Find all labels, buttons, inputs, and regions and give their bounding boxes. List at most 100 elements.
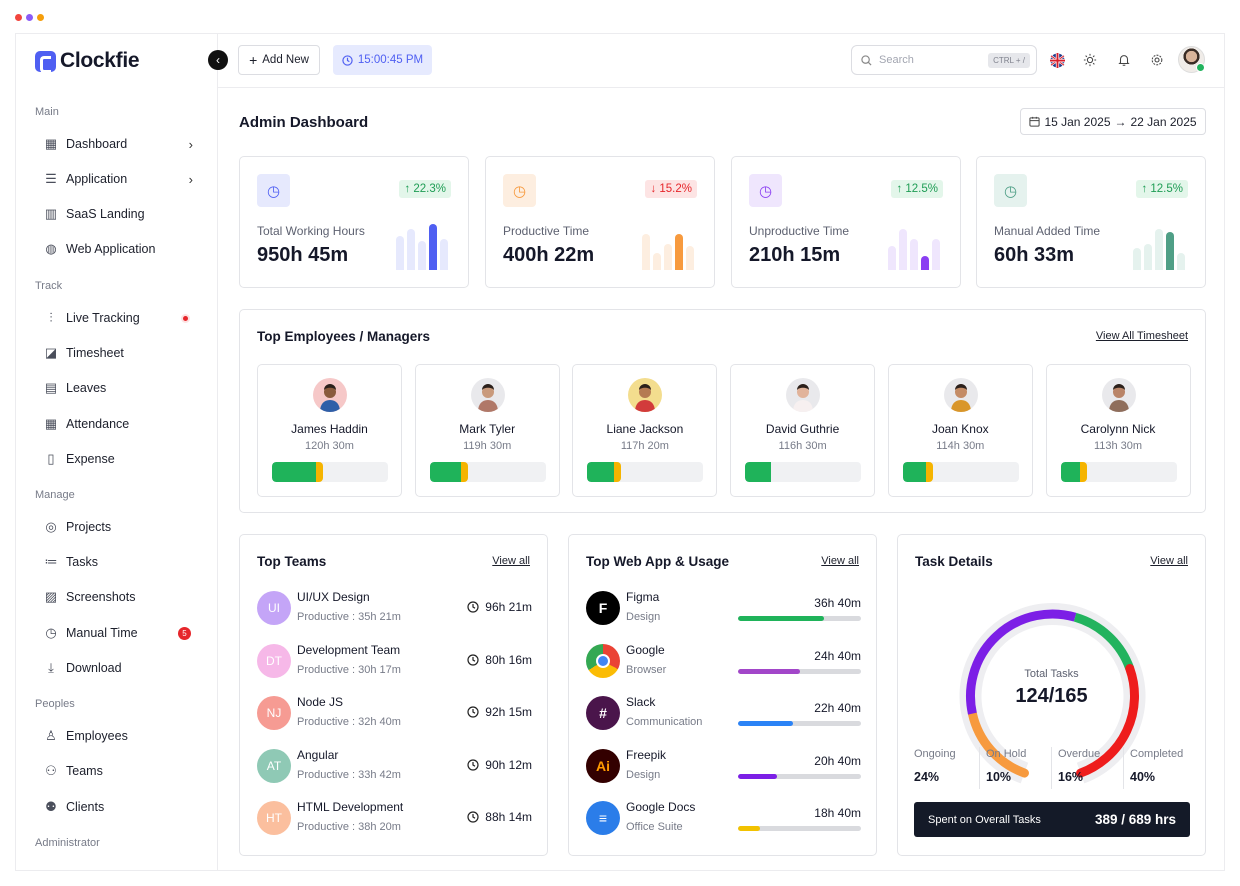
change-value: 12.5%: [905, 183, 938, 195]
app-row[interactable]: Google Browser 24h 40m: [586, 640, 861, 684]
tasks-view-all-link[interactable]: View all: [1150, 555, 1188, 567]
employee-card[interactable]: James Haddin 120h 30m: [257, 364, 402, 497]
mini-bar: [642, 234, 650, 270]
mini-bar: [1177, 253, 1185, 270]
sidebar-item-live-tracking[interactable]: ⫶ Live Tracking: [43, 306, 193, 330]
teams-view-all-link[interactable]: View all: [492, 555, 530, 567]
app-name: Google: [626, 642, 665, 657]
team-row[interactable]: HT HTML Development Productive : 38h 20m 88…: [257, 797, 532, 841]
sidebar-item-label: Timesheet: [66, 346, 124, 360]
employee-card[interactable]: Liane Jackson 117h 20m: [572, 364, 718, 497]
employee-avatar: [628, 378, 663, 412]
sun-icon[interactable]: [1081, 51, 1099, 69]
team-time: 88h 14m: [467, 810, 532, 824]
window-controls: [15, 14, 44, 21]
team-row[interactable]: UI UI/UX Design Productive : 35h 21m 96h 21…: [257, 587, 532, 631]
uk-flag-icon[interactable]: [1048, 51, 1066, 69]
task-stat-divider: [979, 747, 980, 789]
stat-card: ◷ ↑ 12.5% Unproductive Time 210h 15m: [731, 156, 961, 288]
view-all-timesheet-link[interactable]: View All Timesheet: [1095, 330, 1188, 342]
gauge-segment: [1076, 663, 1139, 778]
close-dot[interactable]: [15, 14, 22, 21]
timer-button[interactable]: 15:00:45 PM: [333, 45, 432, 75]
employee-card[interactable]: David Guthrie 116h 30m: [730, 364, 876, 497]
logo[interactable]: Clockfie: [35, 49, 140, 73]
employee-avatar: [313, 378, 347, 412]
add-new-button[interactable]: + Add New: [238, 45, 320, 75]
gauge-segment: [967, 709, 1029, 778]
sidebar-item-projects[interactable]: ◎ Projects: [43, 515, 193, 539]
employee-progress: [272, 462, 388, 482]
employee-hours: 117h 20m: [620, 440, 669, 452]
app-row[interactable]: F Figma Design 36h 40m: [586, 587, 861, 631]
employee-card[interactable]: Joan Knox 114h 30m: [887, 364, 1033, 497]
collapse-sidebar-button[interactable]: ‹: [208, 50, 228, 70]
app-row[interactable]: ≡ Google Docs Office Suite 18h 40m: [586, 797, 861, 841]
user-icon: ♙: [45, 728, 57, 743]
sidebar-item-expense[interactable]: ▯ Expense: [43, 447, 193, 471]
team-productive: Productive : 38h 20m: [297, 821, 401, 833]
spent-label: Spent on Overall Tasks: [928, 813, 1041, 826]
sidebar-item-web-application[interactable]: ◍ Web Application: [43, 237, 193, 261]
mini-bar-chart: [1133, 222, 1188, 270]
employee-card[interactable]: Carolynn Nick 113h 30m: [1045, 364, 1191, 497]
app-category: Office Suite: [626, 821, 683, 833]
clock-stat-icon: ◷: [994, 174, 1027, 207]
mini-bar: [407, 229, 415, 270]
sidebar-item-saas-landing[interactable]: ▥ SaaS Landing: [43, 202, 193, 226]
sidebar-item-leaves[interactable]: ▤ Leaves: [43, 376, 193, 400]
app-row[interactable]: # Slack Communication 22h 40m: [586, 692, 861, 736]
sidebar-item-screenshots[interactable]: ▨ Screenshots: [43, 585, 193, 609]
team-row[interactable]: NJ Node JS Productive : 32h 40m 92h 15m: [257, 692, 532, 736]
employee-progress: [745, 462, 862, 482]
sidebar-item-teams[interactable]: ⚇ Teams: [43, 759, 193, 783]
chevron-right-icon: ›: [188, 136, 193, 152]
sidebar: Clockfie Main ▦ Dashboard › ☰ Application › ▥ Sa…: [16, 34, 218, 870]
user-avatar[interactable]: [1178, 46, 1205, 73]
sidebar-item-label: Projects: [66, 520, 112, 534]
team-row[interactable]: DT Development Team Productive : 30h 17m 80…: [257, 640, 532, 684]
sidebar-item-attendance[interactable]: ▦ Attendance: [43, 412, 193, 436]
app-usage-bar: [738, 826, 861, 831]
minimize-dot[interactable]: [26, 14, 33, 21]
mini-bar: [664, 244, 672, 270]
task-stat-label: Ongoing: [914, 748, 956, 760]
sidebar-item-manual-time[interactable]: ◷ Manual Time 5: [43, 621, 193, 645]
clock-stat-icon: ◷: [503, 174, 536, 207]
freepik-icon: Ai: [586, 748, 620, 783]
sidebar-item-timesheet[interactable]: ◪ Timesheet: [43, 341, 193, 365]
calendar-icon: ▦: [44, 416, 58, 431]
chrome-icon: [586, 643, 620, 678]
sidebar-item-download[interactable]: ⤓ Download: [43, 656, 193, 680]
sidebar-item-label: Manual Time: [66, 626, 138, 640]
sidebar-item-dashboard[interactable]: ▦ Dashboard ›: [43, 132, 193, 156]
date-range-picker[interactable]: 15 Jan 2025 → 22 Jan 2025: [1020, 108, 1206, 135]
sidebar-item-label: Employees: [66, 729, 128, 743]
app-row[interactable]: Ai Freepik Design 20h 40m: [586, 745, 861, 789]
app-name: Google Docs: [626, 800, 696, 814]
employee-card[interactable]: Mark Tyler 119h 30m: [414, 364, 560, 497]
sidebar-item-employees[interactable]: ♙ Employees: [43, 724, 193, 748]
apps-view-all-link[interactable]: View all: [821, 555, 859, 567]
sidebar-item-clients[interactable]: ⚉ Clients: [43, 795, 193, 819]
maximize-dot[interactable]: [37, 14, 44, 21]
signal-icon: ⫶: [49, 310, 53, 325]
team-time: 90h 12m: [467, 758, 532, 772]
sidebar-item-application[interactable]: ☰ Application ›: [43, 167, 193, 191]
employee-progress: [1060, 462, 1177, 482]
sidebar-item-tasks[interactable]: ≔ Tasks: [43, 550, 193, 574]
employee-name: Mark Tyler: [459, 422, 516, 436]
mini-bar-chart: [642, 222, 697, 270]
bell-icon[interactable]: [1115, 51, 1133, 69]
target-icon: ◎: [45, 519, 57, 534]
task-stat-value: 16%: [1058, 770, 1084, 784]
employee-avatar: [470, 378, 505, 412]
team-row[interactable]: AT Angular Productive : 33h 42m 90h 12m: [257, 745, 532, 789]
gear-icon[interactable]: [1148, 51, 1166, 69]
idle-segment: [316, 462, 324, 482]
change-value: 12.5%: [1150, 183, 1183, 195]
search-input[interactable]: Search CTRL + /: [851, 45, 1037, 75]
app-time: 36h 40m: [814, 596, 861, 610]
date-from: 15 Jan 2025: [1044, 114, 1111, 129]
page-title: Admin Dashboard: [239, 114, 369, 131]
